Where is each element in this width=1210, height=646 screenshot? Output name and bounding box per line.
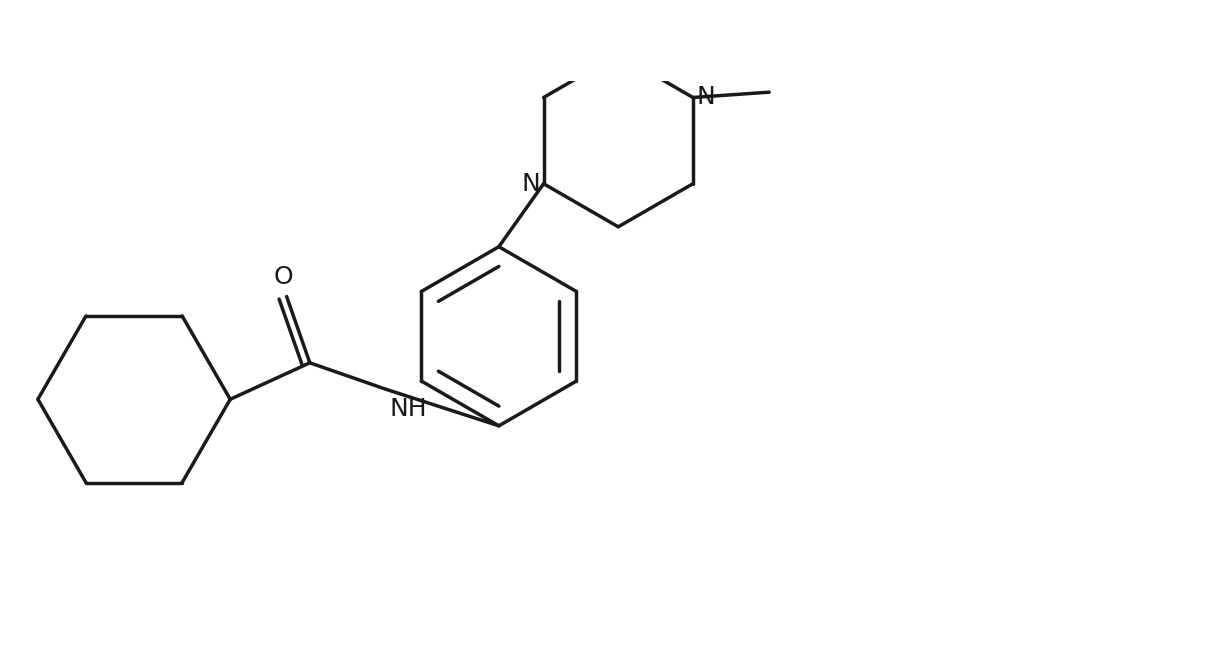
- Text: N: N: [522, 172, 541, 196]
- Text: N: N: [696, 85, 715, 109]
- Text: O: O: [273, 264, 293, 289]
- Text: NH: NH: [390, 397, 427, 421]
